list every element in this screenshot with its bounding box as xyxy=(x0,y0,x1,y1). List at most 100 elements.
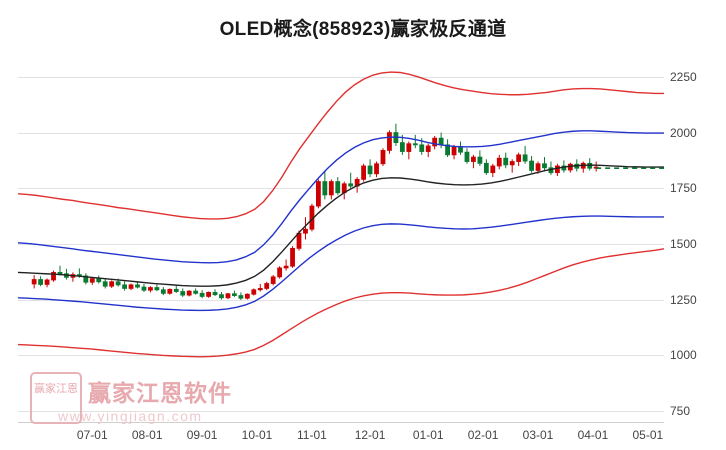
candle-body xyxy=(348,183,354,187)
candle-body xyxy=(212,292,218,296)
plot-area xyxy=(17,48,665,422)
candle-body xyxy=(154,287,160,291)
x-axis-line xyxy=(18,422,664,423)
candle-body xyxy=(122,284,127,289)
candle-body xyxy=(232,293,237,296)
x-tick-label: 01-01 xyxy=(412,428,444,442)
x-tick-label: 07-01 xyxy=(76,428,108,442)
candle-body xyxy=(219,294,224,299)
candle-body xyxy=(374,163,379,175)
candle-body xyxy=(89,278,95,283)
candle-body xyxy=(283,265,289,269)
candle-body xyxy=(296,232,302,249)
x-tick-label: 05-01 xyxy=(632,428,664,442)
candle-body xyxy=(322,181,328,196)
gridline xyxy=(18,299,664,301)
candle-body xyxy=(31,279,37,285)
candle-body xyxy=(173,288,179,292)
candle-body xyxy=(167,288,173,294)
candle-body xyxy=(135,284,140,288)
band-line xyxy=(17,71,664,220)
candle-body xyxy=(160,289,166,294)
gridline xyxy=(18,132,664,134)
candle-body xyxy=(328,181,334,196)
candle-body xyxy=(315,181,321,207)
candle-body xyxy=(115,281,121,286)
candle-body xyxy=(148,287,153,291)
candle-body xyxy=(277,267,283,278)
x-tick-label: 02-01 xyxy=(467,428,499,442)
candle-body xyxy=(83,275,89,283)
y-tick-label: 2250 xyxy=(670,69,697,84)
candle-body xyxy=(522,154,528,162)
x-tick-label: 08-01 xyxy=(131,428,163,442)
chart-title: OLED概念(858923)赢家极反通道 xyxy=(219,19,507,40)
candle-body xyxy=(264,283,270,289)
candle-body xyxy=(257,288,263,291)
candle-body xyxy=(516,154,522,162)
x-tick-label: 12-01 xyxy=(354,428,386,442)
x-tick-label: 03-01 xyxy=(522,428,554,442)
candle-body xyxy=(529,160,534,171)
candle-body xyxy=(128,284,134,289)
candle-body xyxy=(238,295,244,299)
candle-body xyxy=(367,165,373,175)
gridline xyxy=(18,410,664,412)
candle-body xyxy=(51,271,56,281)
band-line xyxy=(17,215,664,312)
band-line xyxy=(17,164,664,287)
candle-body xyxy=(438,137,444,146)
candle-body xyxy=(432,137,438,147)
candle-body xyxy=(412,143,418,146)
candle-body xyxy=(399,142,405,152)
candle-body xyxy=(445,144,450,156)
candle-body xyxy=(96,278,102,283)
candle-body xyxy=(193,290,199,294)
candle-body xyxy=(406,143,412,152)
candle-body xyxy=(199,292,205,297)
candle-body xyxy=(451,146,457,156)
candle-body xyxy=(44,279,50,285)
x-tick-label: 10-01 xyxy=(241,428,273,442)
y-tick-label: 1750 xyxy=(670,181,697,196)
candle-body xyxy=(535,163,541,171)
candlestick-group xyxy=(31,123,599,301)
candle-body xyxy=(180,291,186,296)
gridline xyxy=(18,355,664,357)
x-tick-label: 09-01 xyxy=(186,428,218,442)
candle-body xyxy=(244,293,250,299)
candle-body xyxy=(387,132,392,151)
candle-body xyxy=(38,279,44,285)
candle-body xyxy=(380,150,386,165)
candle-body xyxy=(206,292,211,297)
candle-body xyxy=(458,146,463,153)
y-tick-label: 1250 xyxy=(670,292,697,307)
candle-body xyxy=(57,271,63,275)
band-line xyxy=(17,248,665,358)
candle-body xyxy=(186,290,192,296)
candle-body xyxy=(290,247,295,267)
y-tick-label: 2000 xyxy=(670,125,697,140)
candle-body xyxy=(141,286,147,291)
y-tick-label: 1000 xyxy=(670,348,697,363)
y-tick-label: 1500 xyxy=(670,236,697,251)
candle-body xyxy=(555,165,560,174)
candle-body xyxy=(483,162,489,174)
candle-body xyxy=(335,181,341,194)
gridline xyxy=(18,188,664,190)
candle-body xyxy=(270,276,276,284)
x-tick-label: 11-01 xyxy=(297,428,327,442)
candle-body xyxy=(303,228,308,234)
candle-body xyxy=(225,293,231,299)
gridline xyxy=(18,76,664,78)
candle-body xyxy=(503,157,509,166)
candle-body xyxy=(490,165,496,174)
candle-body xyxy=(509,161,515,166)
band-line xyxy=(17,130,664,264)
candle-body xyxy=(102,281,108,287)
candle-body xyxy=(419,144,425,152)
candle-body xyxy=(471,156,476,162)
x-tick-label: 04-01 xyxy=(577,428,609,442)
gridline xyxy=(18,243,664,245)
